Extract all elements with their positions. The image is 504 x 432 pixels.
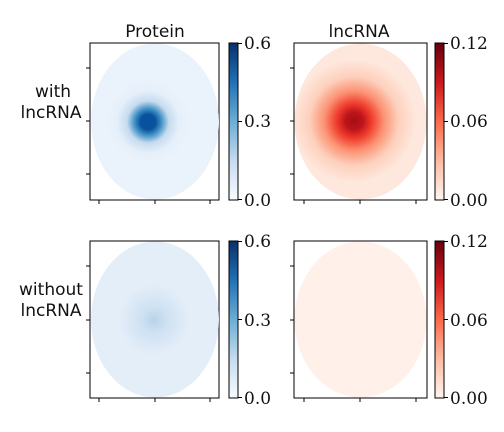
panel-without-lncrna — [290, 240, 428, 402]
heatmap-field — [294, 241, 427, 398]
row-label-without-line2: lncRNA — [20, 301, 81, 321]
colorbar-tick-label: 0.3 — [244, 311, 271, 331]
colorbar-gradient — [434, 42, 445, 201]
colorbar-tick-label: 0.6 — [244, 34, 271, 54]
panel-without-protein — [86, 240, 220, 402]
colorbar-tick-label: 0.06 — [450, 112, 488, 132]
colorbar-tick-label: 0.12 — [450, 34, 488, 54]
colorbar-tick-label: 0.0 — [244, 191, 271, 211]
colorbar-protein-top: 0.6 0.3 0.0 — [228, 34, 271, 211]
colorbar-tick-label: 0.3 — [244, 112, 271, 132]
colorbar-lncrna-bottom: 0.12 0.06 0.00 — [434, 232, 488, 409]
row-label-with-line1: with — [35, 82, 71, 102]
heatmap-field — [91, 241, 219, 398]
colorbar-tick-label: 0.00 — [450, 389, 488, 409]
column-title-lncrna: lncRNA — [328, 22, 389, 42]
colorbar-lncrna-top: 0.12 0.06 0.00 — [434, 34, 488, 211]
colorbar-gradient — [434, 240, 445, 399]
colorbar-tick-label: 0.0 — [244, 389, 271, 409]
panel-with-lncrna — [290, 42, 428, 204]
colorbar-protein-bottom: 0.6 0.3 0.0 — [228, 232, 271, 409]
colorbar-tick-label: 0.00 — [450, 191, 488, 211]
panel-with-protein — [86, 42, 220, 204]
heatmap-field — [294, 43, 427, 200]
column-title-protein: Protein — [125, 22, 185, 42]
colorbar-gradient — [228, 42, 239, 201]
colorbar-tick-label: 0.06 — [450, 311, 488, 331]
colorbar-gradient — [228, 240, 239, 399]
heatmap-field — [91, 43, 219, 200]
colorbar-tick-label: 0.12 — [450, 232, 488, 252]
row-label-without-line1: without — [19, 280, 83, 300]
row-label-with-line2: lncRNA — [20, 103, 81, 123]
colorbar-tick-label: 0.6 — [244, 232, 271, 252]
